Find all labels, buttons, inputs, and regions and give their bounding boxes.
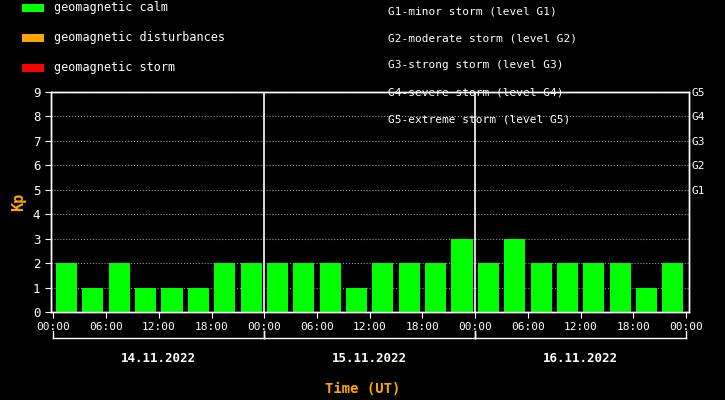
Bar [663,263,684,312]
Bar [399,263,420,312]
Text: 15.11.2022: 15.11.2022 [332,352,407,365]
Bar [373,263,394,312]
Bar [56,263,77,312]
Bar [584,263,605,312]
Bar [109,263,130,312]
Bar [557,263,578,312]
Bar [241,263,262,312]
Text: 14.11.2022: 14.11.2022 [121,352,196,365]
Bar [425,263,446,312]
Text: 16.11.2022: 16.11.2022 [543,352,618,365]
Y-axis label: Kp: Kp [11,193,26,211]
Text: G5-extreme storm (level G5): G5-extreme storm (level G5) [388,115,570,125]
Bar [636,288,657,312]
Text: G4-severe storm (level G4): G4-severe storm (level G4) [388,88,563,98]
Bar [135,288,156,312]
Bar [478,263,499,312]
Bar [162,288,183,312]
Bar [346,288,367,312]
Bar [452,239,473,312]
Text: geomagnetic storm: geomagnetic storm [54,62,175,74]
Bar [504,239,526,312]
Text: geomagnetic disturbances: geomagnetic disturbances [54,32,225,44]
Bar [320,263,341,312]
Text: Time (UT): Time (UT) [325,382,400,396]
Bar [214,263,236,312]
Bar [188,288,209,312]
Bar [531,263,552,312]
Bar [83,288,104,312]
Bar [294,263,315,312]
Text: G2-moderate storm (level G2): G2-moderate storm (level G2) [388,33,577,43]
Bar [267,263,288,312]
Text: geomagnetic calm: geomagnetic calm [54,2,168,14]
Text: G1-minor storm (level G1): G1-minor storm (level G1) [388,6,557,16]
Bar [610,263,631,312]
Text: G3-strong storm (level G3): G3-strong storm (level G3) [388,60,563,70]
